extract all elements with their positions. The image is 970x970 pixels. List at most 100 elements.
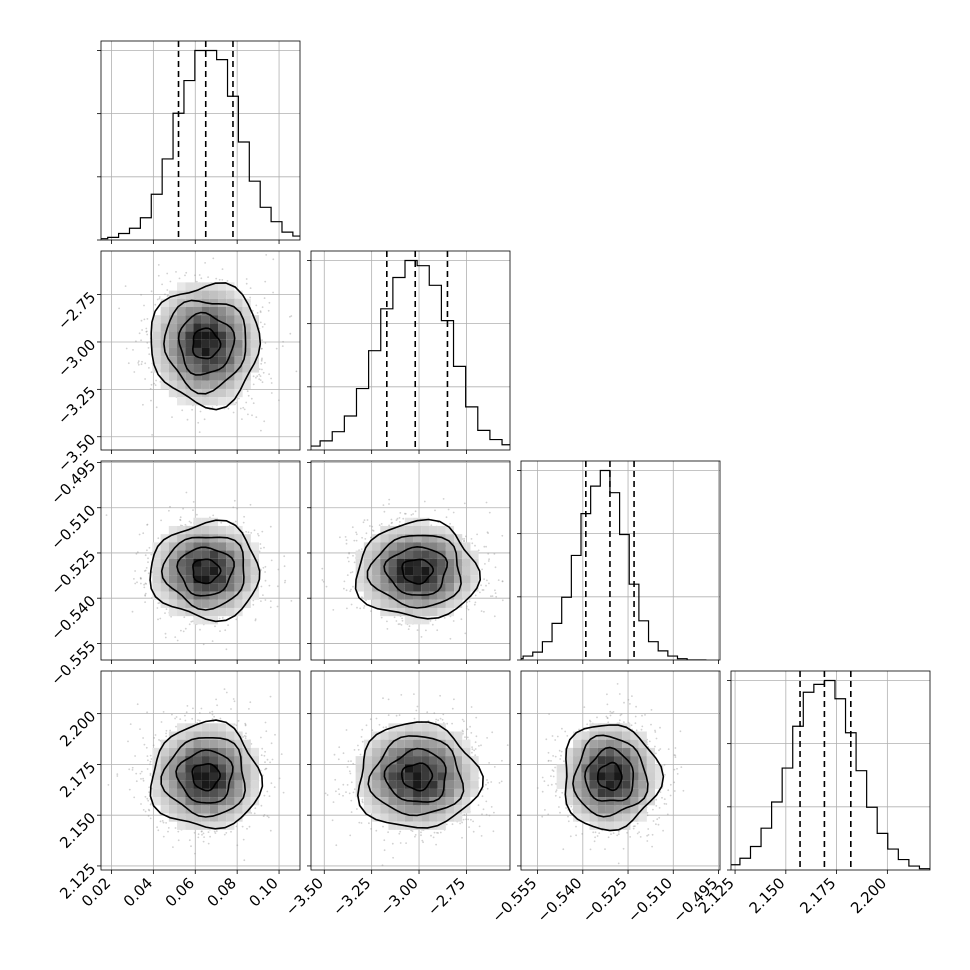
scatter-point [346, 556, 349, 559]
contour-level-2 [160, 536, 245, 611]
density-cell [413, 575, 422, 584]
density-cell [363, 558, 373, 567]
scatter-point [203, 418, 206, 421]
density-cell [388, 566, 397, 576]
scatter-point [261, 357, 263, 360]
scatter-point [212, 257, 215, 260]
density-cell [177, 542, 186, 551]
scatter-point [147, 557, 149, 560]
scatter-point [183, 616, 186, 619]
scatter-point [346, 607, 348, 610]
density-cell [421, 525, 430, 535]
density-cell [185, 550, 194, 559]
scatter-point [386, 628, 389, 630]
scatter-point [242, 521, 245, 524]
scatter-point [178, 277, 181, 280]
contour-level-0 [401, 558, 435, 585]
density-cell [226, 339, 235, 348]
scatter-point [474, 601, 477, 604]
density-cell [152, 315, 161, 324]
scatter-point [158, 296, 161, 298]
density-cell [355, 550, 364, 559]
scatter-point [252, 603, 255, 606]
density-cell [185, 282, 194, 291]
scatter-point [414, 510, 417, 513]
scatter-point [232, 411, 235, 414]
scatter-point [401, 617, 403, 620]
density-cell [470, 550, 479, 559]
density-cell [242, 591, 251, 600]
density-cell [160, 356, 169, 365]
scatter-point [225, 648, 228, 651]
density-cell [209, 397, 219, 406]
density-cell [185, 298, 194, 307]
scatter-point [184, 627, 187, 630]
scatter-point [262, 371, 265, 374]
density-cell [201, 566, 210, 576]
density-cell [380, 583, 389, 592]
scatter-point [138, 533, 141, 536]
scatter-point [399, 512, 402, 514]
scatter-point [199, 628, 201, 631]
density-cell [185, 364, 194, 373]
density-cell [160, 542, 169, 551]
density-cell [168, 575, 178, 584]
scatter-point [251, 414, 253, 417]
density-cell [396, 575, 405, 584]
scatter-point [321, 579, 324, 581]
density-cell [168, 583, 178, 592]
density-cell [372, 566, 381, 576]
scatter-point [246, 390, 249, 393]
density-cell [234, 380, 243, 389]
density-cell [218, 575, 227, 584]
density-cell [209, 364, 219, 373]
density-cell [160, 364, 169, 373]
scatter-point [272, 291, 274, 294]
histogram-step [311, 259, 510, 447]
density-cell [363, 583, 373, 592]
scatter-point [487, 560, 490, 562]
scatter-point [349, 590, 352, 592]
scatter-point [465, 535, 467, 538]
density-cell [413, 607, 422, 617]
scatter-point [276, 605, 279, 608]
density-cell [462, 550, 471, 559]
density-cell [421, 583, 430, 592]
density-cell [413, 558, 422, 567]
scatter-point [402, 517, 405, 520]
scatter-point [283, 565, 286, 568]
scatter-point [105, 514, 108, 516]
scatter-point [253, 529, 256, 532]
density-cell [168, 534, 178, 543]
density-cell [177, 331, 186, 340]
scatter-point [169, 280, 172, 283]
density-cell [177, 364, 186, 373]
scatter-point [353, 539, 356, 542]
density-cell [185, 290, 194, 299]
scatter-point [143, 583, 146, 586]
scatter-point [263, 297, 266, 299]
scatter-point [150, 383, 153, 386]
scatter-point [259, 310, 262, 312]
scatter-point [494, 589, 496, 592]
density-cell [218, 583, 227, 592]
scatter-point [463, 538, 466, 540]
density-cell [242, 331, 251, 340]
density-cell [388, 542, 397, 551]
density-cell [218, 323, 227, 332]
density-cell [242, 566, 251, 576]
density-cell [437, 599, 446, 608]
scatter-point [261, 339, 263, 341]
density-cell [234, 534, 243, 543]
scatter-point [449, 637, 452, 640]
density-cell [209, 388, 219, 398]
density-cell [226, 306, 235, 316]
density-cell [437, 566, 446, 576]
scatter-point [243, 515, 246, 518]
scatter-point [157, 618, 159, 621]
scatter-point [258, 378, 261, 380]
contour-level-2 [163, 299, 247, 395]
scatter-point [289, 315, 291, 318]
density-cell [242, 339, 251, 348]
scatter-point [190, 620, 193, 623]
